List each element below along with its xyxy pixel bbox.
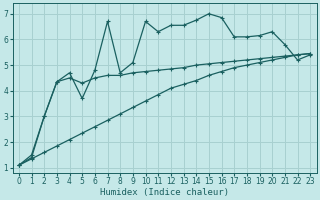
- X-axis label: Humidex (Indice chaleur): Humidex (Indice chaleur): [100, 188, 229, 197]
